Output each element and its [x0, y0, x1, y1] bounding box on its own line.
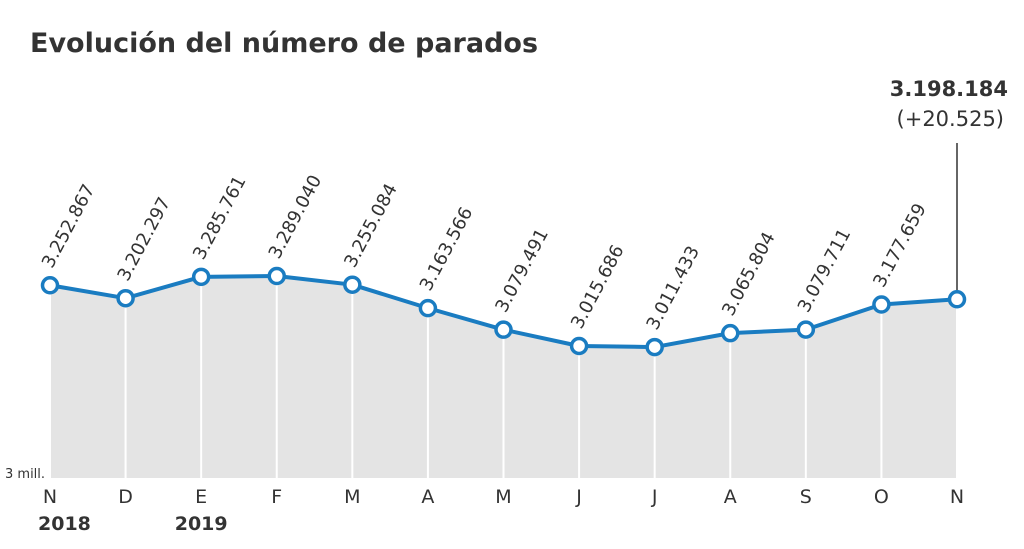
x-tick-label: J [575, 486, 582, 508]
point [191, 267, 211, 287]
x-tick-label: A [724, 486, 737, 508]
point [947, 290, 967, 309]
x-tick-label: N [950, 486, 964, 508]
point [343, 275, 362, 294]
point [418, 298, 438, 318]
x-tick-label: M [344, 486, 360, 508]
x-tick-label: D [118, 486, 133, 508]
point [267, 266, 286, 286]
x-tick-label: A [421, 486, 434, 508]
value-label: 3.163.566 [416, 204, 478, 295]
x-tick-label: M [495, 486, 511, 508]
value-label: 3.015.686 [567, 242, 629, 333]
value-label: 3.252.867 [38, 181, 100, 272]
point [645, 337, 664, 357]
year-label: 2018 [38, 513, 91, 535]
value-label: 3.177.659 [869, 200, 931, 291]
point [494, 320, 513, 339]
annotation-change: (+20.525) [897, 107, 1004, 131]
point [796, 320, 816, 339]
point [116, 288, 135, 308]
value-label: 3.255.084 [340, 180, 402, 271]
point [872, 295, 891, 314]
value-label: 3.079.711 [794, 225, 856, 316]
x-tick-label: J [651, 486, 658, 508]
x-tick-label: N [43, 486, 57, 508]
value-label: 3.079.491 [491, 225, 553, 316]
value-label: 3.065.804 [718, 229, 780, 320]
point [569, 336, 589, 356]
point [40, 276, 60, 295]
x-tick-label: S [800, 486, 812, 508]
value-label: 3.011.433 [643, 243, 705, 334]
baseline-label: 3 mill. [5, 467, 45, 482]
annotation-value: 3.198.184 [890, 77, 1008, 101]
chart-title: Evolución del número de parados [30, 28, 538, 59]
x-tick-label: F [271, 486, 282, 508]
year-label: 2019 [175, 513, 228, 535]
x-tick-label: O [874, 486, 889, 508]
value-label: 3.202.297 [113, 194, 175, 285]
value-label: 3.289.040 [265, 172, 327, 263]
point [721, 323, 740, 343]
x-tick-label: E [195, 486, 207, 508]
value-label: 3.285.761 [189, 172, 251, 263]
